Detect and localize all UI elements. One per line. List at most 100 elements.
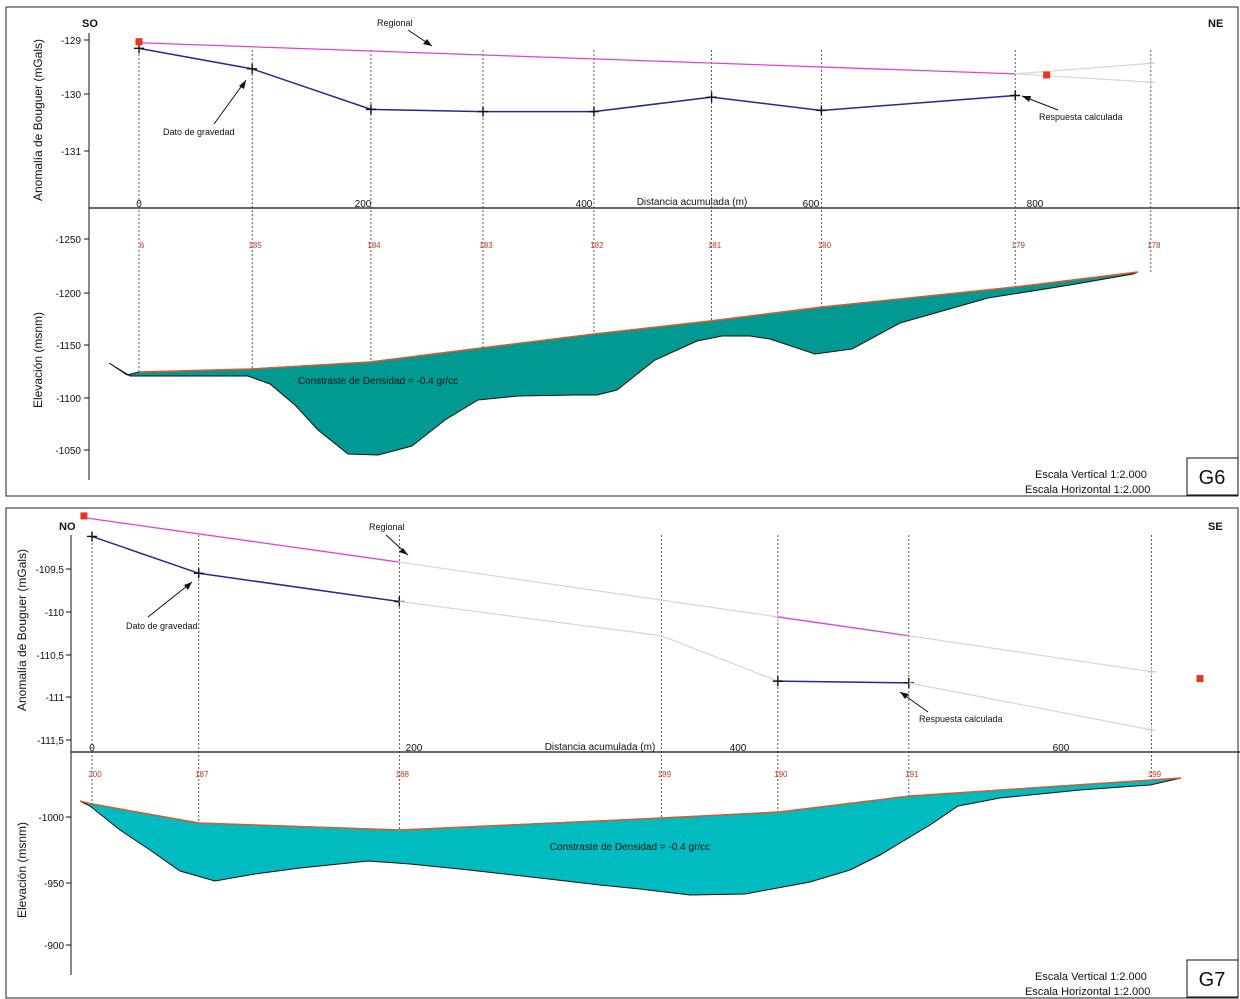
panel-g7-distance-tick-600: 600 xyxy=(1053,743,1070,754)
panel-g7-gravity-point-4-1 xyxy=(193,568,204,579)
panel-g7-distance-tick-400: 400 xyxy=(730,743,747,754)
panel-g6-gravity-tick-2: -130 xyxy=(61,90,89,101)
panel-g7-series-line-3 xyxy=(908,635,1152,673)
panel-g7-regional-annotation: Regional xyxy=(369,522,405,532)
panel-g6-elevation-tick-1: -1250 xyxy=(55,235,89,246)
panel-g6-gravity-data-annotation: Dato de gravedad xyxy=(163,127,235,137)
panel-g6-regional-endpoints xyxy=(135,38,1051,79)
panel-g6: SO NE Anomalía de Bouguer (mGals) Elevac… xyxy=(5,6,1240,497)
panel-g7-elevation-axis-title: Elevación (msnm) xyxy=(15,822,29,918)
panel-g7-distance-axis-title: Distancia acumulada (m) xyxy=(545,742,656,753)
panel-g6-gravity-data-arrow xyxy=(213,79,247,125)
panel-g6-series xyxy=(134,42,1155,117)
panel-g6-series-line-0 xyxy=(138,42,1016,75)
panel-g6-left-direction: SO xyxy=(82,18,98,30)
panel-g7-series-line-5 xyxy=(399,600,779,682)
panel-g7-series-line-4 xyxy=(91,535,400,603)
panel-g7-gravity-point-4-0 xyxy=(87,531,97,542)
panel-g7-elevation-tick-1: -1000 xyxy=(38,813,71,824)
panel-g6-scale-vertical: Escala Vertical 1:2.000 xyxy=(1035,469,1147,481)
panel-g7-station-label-190: 190 xyxy=(774,770,788,779)
panel-g6-gravity-point-3-4 xyxy=(588,106,599,117)
panel-g6-topography-line xyxy=(138,271,1139,373)
panel-g7-id: G7 xyxy=(1199,969,1226,991)
panel-g6-station-label-179: 179 xyxy=(1012,241,1026,250)
panel-g6-station-droplines xyxy=(138,50,1152,372)
panel-g7-gravity-data-arrow xyxy=(147,581,193,618)
panel-g7-station-labels: 200 187 188 189 190 191 199 xyxy=(88,770,1161,779)
panel-g7-elevation-tick-label-3: -900 xyxy=(44,941,64,952)
panel-g6-series-line-3 xyxy=(138,47,1016,113)
panel-g6-gravity-point-3-5 xyxy=(706,92,717,103)
panel-g7-gravity-tick-label-5: -111,5 xyxy=(37,736,64,747)
panel-g7-elevation-tick-label-1: -1000 xyxy=(38,813,64,824)
panel-g6-elevation-tick-label-3: -1150 xyxy=(56,341,81,352)
panel-g7-elevation-tick-3: -900 xyxy=(44,941,71,952)
panel-g6-distance-tick-800: 800 xyxy=(1027,199,1044,210)
panel-g7-elevation-tick-2: -950 xyxy=(44,879,71,890)
panel-g6-elevation-tick-4: -1100 xyxy=(56,394,89,405)
panel-g6-gravity-tick-1: -129 xyxy=(61,36,89,47)
panel-g7-station-label-200: 200 xyxy=(88,770,102,779)
panel-g6-gravity-tick-label-3: -131 xyxy=(61,147,81,158)
panel-g7-regional-endpoint-1 xyxy=(1196,675,1204,683)
panel-g6-id-box xyxy=(1186,457,1239,496)
panel-g7-series-line-1 xyxy=(399,561,778,618)
panel-g6-gravity-point-3-6 xyxy=(816,105,827,116)
panel-g7-gravity-tick-3: -110,5 xyxy=(36,651,71,662)
panel-g6-gravity-point-3-2 xyxy=(365,104,376,115)
panel-g6-regional-endpoint-0 xyxy=(135,38,143,46)
panel-g7-calculated-response-arrowhead xyxy=(900,692,909,699)
panel-g7-station-droplines xyxy=(91,535,1152,830)
panel-g6-calculated-point-1 xyxy=(1146,59,1155,68)
panel-g7-topography-line xyxy=(79,777,1182,831)
panel-g7-gravity-tick-5: -111,5 xyxy=(37,736,71,747)
panel-g7-calculated-point-3 xyxy=(1147,667,1156,676)
panel-g6-calculated-response-annotation: Respuesta calculada xyxy=(1039,112,1123,122)
panel-g7-elevation-tick-label-2: -950 xyxy=(44,879,64,890)
panel-g6-calculated-point-2 xyxy=(1146,78,1155,87)
panel-g6-regional-arrowhead xyxy=(423,39,432,46)
panel-g7-density-contrast-label: Constraste de Densidad = -0.4 gr/cc xyxy=(550,842,710,853)
panel-g6-frame xyxy=(5,6,1239,497)
panel-g7-id-box xyxy=(1186,959,1239,998)
panel-g6-station-label-6: 6 xyxy=(140,241,145,250)
panel-g6-gravity-point-3-1 xyxy=(247,63,258,74)
panel-g6-gravity-point-3-3 xyxy=(477,106,488,117)
panel-g6-station-label-178: 178 xyxy=(1147,241,1161,250)
panel-g7-density-body xyxy=(79,777,1182,896)
panel-g7-gravity-tick-1: -109,5 xyxy=(36,565,71,576)
panel-g7-series-line-7 xyxy=(908,682,1152,731)
panel-g6-scale-horizontal: Escala Horizontal 1:2.000 xyxy=(1025,484,1150,496)
panel-g7-regional-endpoint-0 xyxy=(80,512,88,520)
panel-g7-station-label-199: 199 xyxy=(1148,770,1162,779)
panel-g6-gravity-tick-3: -131 xyxy=(61,147,89,158)
panel-g6-station-label-183: 183 xyxy=(479,241,493,250)
panel-g6-elevation-tick-label-2: -1200 xyxy=(55,289,81,300)
panel-g7-frame xyxy=(5,507,1239,999)
panel-g6-distance-tick-0: 0 xyxy=(136,199,142,210)
panel-g6-elevation-tick-label-4: -1100 xyxy=(56,394,81,405)
panel-g7-left-direction: NO xyxy=(59,521,76,533)
panel-g7-right-direction: SE xyxy=(1208,521,1223,533)
panel-g6-elevation-tick-label-1: -1250 xyxy=(55,235,81,246)
panel-g6-station-label-182: 182 xyxy=(590,241,604,250)
panel-g6-elevation-tick-2: -1200 xyxy=(55,289,89,300)
panel-g6-id: G6 xyxy=(1199,467,1226,489)
panel-g6-station-label-181: 181 xyxy=(708,241,722,250)
panel-g6-series-line-2 xyxy=(1015,73,1151,83)
panel-g6-gravity-axis-title: Anomalía de Bouguer (mGals) xyxy=(31,39,45,201)
panel-g7-regional-endpoints xyxy=(80,512,1204,683)
panel-g6-elevation-tick-label-5: -1050 xyxy=(55,446,81,457)
panel-g6-gravity-data-arrowhead xyxy=(239,80,246,89)
panel-g7-gravity-tick-label-2: -110 xyxy=(45,608,65,619)
panel-g7-calculated-response-annotation: Respuesta calculada xyxy=(919,714,1003,724)
panel-g7: NO SE Anomalía de Bouguer (mGals) Elevac… xyxy=(5,507,1240,999)
panel-g7-station-label-188: 188 xyxy=(396,770,410,779)
panel-g6-station-label-185: 185 xyxy=(248,241,262,250)
panel-g7-gravity-point-6-0 xyxy=(772,676,783,687)
panel-g7-gravity-data-annotation: Dato de gravedad xyxy=(126,621,198,631)
panel-g6-distance-tick-200: 200 xyxy=(355,199,372,210)
panel-g7-regional-arrowhead xyxy=(399,548,408,555)
